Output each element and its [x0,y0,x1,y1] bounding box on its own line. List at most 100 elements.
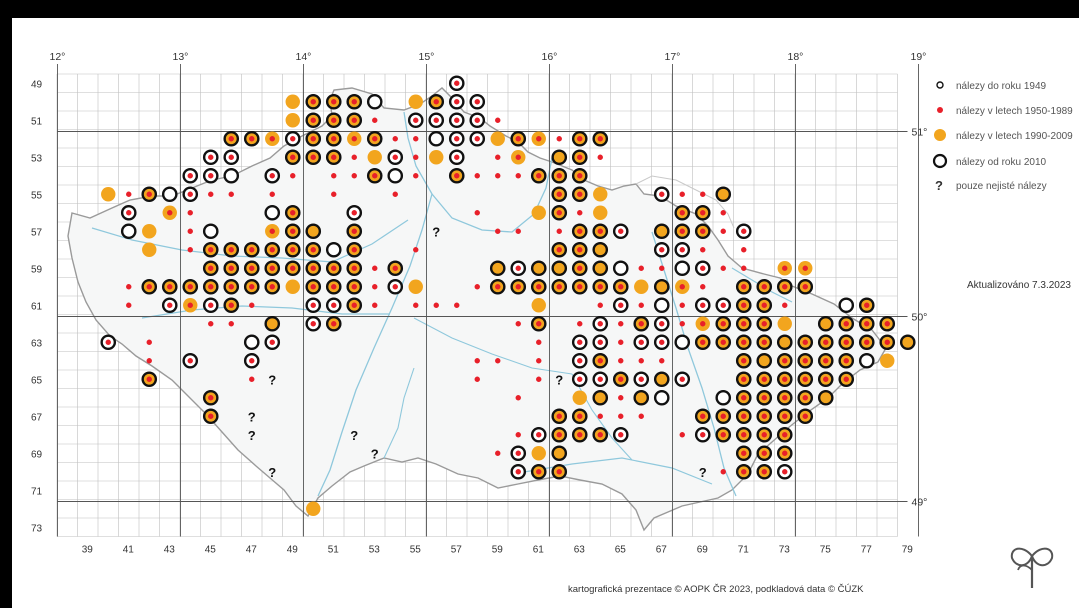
record-marker [428,93,445,110]
black-ring-icon [161,278,178,295]
red-dot-icon [638,302,644,308]
record-marker: ? [268,465,276,480]
legend-label: nálezy v letech 1990-2009 [956,131,1073,142]
red-dot-icon [761,469,767,475]
record-marker [515,173,521,179]
black-ring-icon [264,278,281,295]
red-dot-icon [597,228,603,234]
record-marker [265,131,280,146]
record-marker [817,315,834,332]
record-marker [469,130,486,147]
record-marker [346,278,363,295]
record-marker [284,130,301,147]
red-dot-icon [556,413,562,419]
record-marker [756,278,773,295]
record-marker [597,302,603,308]
red-dot-icon [515,136,521,142]
red-dot-icon [126,284,132,290]
red-dot-icon [700,432,706,438]
black-ring-icon [797,389,814,406]
red-dot-icon [474,173,480,179]
record-marker [694,223,711,240]
record-marker [659,265,665,271]
record-marker [126,284,132,290]
record-marker [372,265,378,271]
record-marker [638,302,644,308]
red-dot-icon [413,136,419,142]
red-dot-icon [351,247,357,253]
black-ring-icon [735,463,752,480]
record-marker [777,261,792,276]
orange-dot-icon [777,316,792,331]
black-ring-icon [674,223,691,240]
red-dot-icon [433,99,439,105]
record-marker [161,297,178,314]
record-marker [284,204,301,221]
orange-dot-icon [367,150,382,165]
red-dot-icon [597,154,603,160]
record-marker [817,389,834,406]
longitude-label: 19° [911,51,927,63]
black-ring-icon [571,260,588,277]
black-ring-icon [264,241,281,258]
black-ring-icon [141,278,158,295]
red-dot-icon [741,395,747,401]
record-marker [305,149,322,166]
black-ring-icon [653,297,670,314]
record-marker [511,150,526,165]
record-marker [202,278,219,295]
record-marker [638,413,644,419]
record-marker [448,112,465,129]
river-berounka [141,305,390,319]
red-dot-icon [802,413,808,419]
row-label: 65 [31,375,43,386]
red-dot-icon [228,265,234,271]
black-ring-icon [325,130,342,147]
red-dot-icon [577,136,583,142]
record-marker: ? [432,224,440,239]
red-dot-icon [782,450,788,456]
black-ring-icon [551,241,568,258]
record-marker [592,260,609,277]
river-dyje [511,457,713,485]
record-marker [510,260,527,277]
orange-dot-icon [593,390,608,405]
red-dot-icon [843,321,849,327]
orange-dot-icon [285,279,300,294]
red-dot-icon [679,302,685,308]
red-dot-icon [126,302,132,308]
record-marker [269,191,275,197]
record-marker [413,302,419,308]
red-dot-icon [597,321,603,327]
red-dot-icon [146,339,152,345]
record-marker [756,463,773,480]
record-marker [674,371,691,388]
red-dot-icon [577,228,583,234]
record-marker [408,94,423,109]
record-marker [285,94,300,109]
red-dot-icon [474,376,480,382]
orange-dot-icon [552,150,567,165]
question-icon: ? [371,446,379,461]
record-marker [797,334,814,351]
black-ring-icon [633,389,650,406]
legend-item: nálezy v letech 1950-1989 [937,106,1073,117]
black-ring-icon [592,389,609,406]
red-dot-icon [618,413,624,419]
red-dot-icon [392,191,398,197]
red-dot-icon [392,154,398,160]
black-ring-icon [325,260,342,277]
river-morava [651,231,737,497]
black-ring-icon [530,278,547,295]
longitude-label: 13° [173,51,189,63]
black-ring-icon [838,334,855,351]
black-ring-icon [694,408,711,425]
record-marker [474,376,480,382]
question-icon: ? [248,428,256,443]
red-dot-icon [556,136,562,142]
red-dot-icon [413,247,419,253]
red-dot-icon [700,339,706,345]
column-label: 73 [779,545,791,556]
black-ring-icon [284,149,301,166]
record-marker [720,210,726,216]
